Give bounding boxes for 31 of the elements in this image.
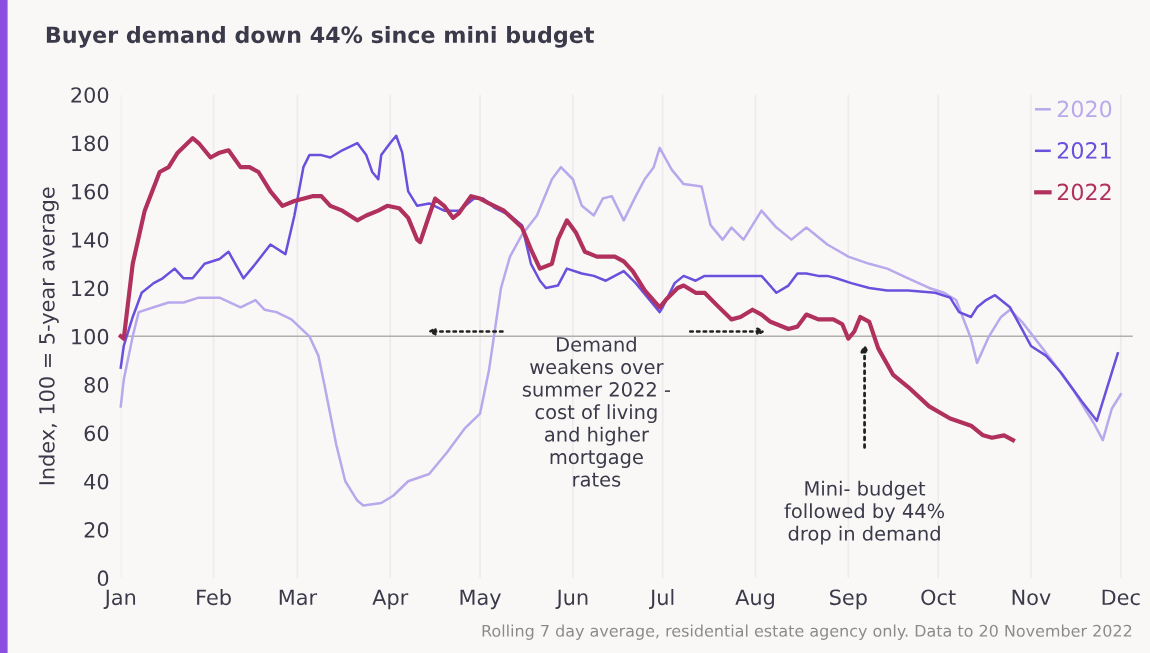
y-tick-label: 80 — [84, 377, 109, 393]
y-tick-label: 160 — [72, 183, 109, 200]
x-tick-label: Jul — [649, 589, 674, 610]
y-tick-label: 140 — [72, 232, 109, 248]
legend-label: 2022 — [1057, 183, 1111, 201]
annotation: Mini- budget followed by 44% drop in demand — [784, 480, 945, 545]
x-tick-label: May — [460, 589, 501, 610]
y-tick-label: 100 — [72, 328, 109, 345]
y-tick-label: 200 — [71, 87, 109, 103]
x-tick-label: Feb — [197, 589, 231, 606]
legend-label: 2021 — [1057, 142, 1111, 159]
x-tick-label: Aug — [735, 589, 774, 610]
y-tick-label: 0 — [97, 570, 109, 587]
x-tick-label: Sep — [830, 589, 867, 610]
x-tick-label: Apr — [372, 589, 409, 610]
x-tick-label: Dec — [1102, 589, 1140, 606]
chart-title: Buyer demand down 44% since mini budget — [46, 25, 594, 48]
annotation: Demand weakens over summer 2022 - cost of living and higher mortgage rates — [522, 336, 671, 487]
y-axis-title: Index, 100 = 5-year average — [38, 187, 59, 485]
x-tick-label: Nov — [1012, 589, 1051, 606]
y-tick-label: 120 — [72, 280, 109, 297]
x-tick-label: Oct — [921, 589, 956, 606]
x-tick-label: Jan — [103, 589, 136, 610]
y-tick-label: 40 — [84, 473, 109, 490]
y-tick-label: 180 — [72, 135, 109, 152]
x-tick-label: Jun — [555, 589, 588, 610]
y-tick-label: 20 — [84, 522, 109, 538]
y-tick-label: 60 — [84, 425, 109, 442]
text: Rolling 7 day average, residential estate agency only. Data to 20 November 2022 — [482, 624, 1132, 640]
legend-label: 2020 — [1057, 100, 1112, 118]
x-tick-label: Mar — [279, 589, 318, 606]
